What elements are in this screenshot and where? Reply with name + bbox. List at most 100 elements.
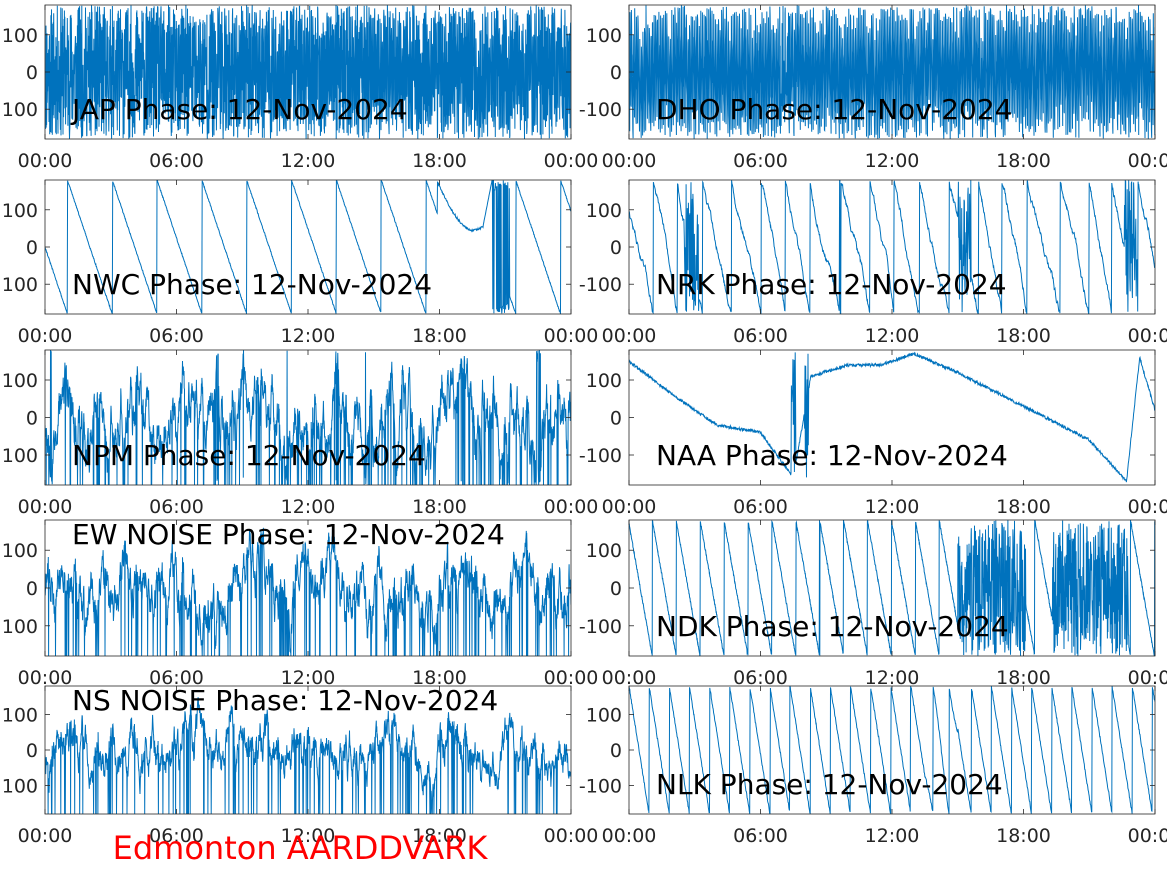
x-tick-label: 00:00 (544, 496, 599, 518)
y-tick-label: -100 (579, 99, 622, 121)
subplot-7: 100 0 100 00:00 06:00 12:00 18:00 00:00 EW NOISE… (2, 518, 599, 689)
x-tick-label: 00:00 (544, 325, 599, 347)
y-tick-label: -100 (579, 616, 622, 638)
y-tick-label: 100 (2, 25, 38, 47)
y-tick-label: 100 (2, 370, 38, 392)
phase-series-line (45, 526, 571, 656)
y-tick-label: 0 (610, 578, 622, 600)
x-tick-label: 06:00 (149, 496, 204, 518)
subplot-2: 100 0 -100 00:00 06:00 12:00 18:00 00:00 DHO Pha… (579, 4, 1167, 172)
y-tick-label: 0 (26, 237, 38, 259)
x-tick-label: 00:00 (1128, 150, 1167, 172)
y-tick-label: 100 (2, 445, 38, 467)
y-tick-label: 0 (610, 740, 622, 762)
x-tick-label: 18:00 (996, 325, 1051, 347)
x-tick-label: 00:00 (18, 496, 73, 518)
x-tick-label: 06:00 (733, 150, 788, 172)
x-tick-label: 00:00 (602, 496, 657, 518)
x-tick-label: 00:00 (1128, 325, 1167, 347)
x-tick-label: 12:00 (865, 667, 920, 689)
subplot-title: NLK Phase: 12-Nov-2024 (656, 768, 1003, 801)
x-tick-label: 00:00 (544, 667, 599, 689)
subplot-10: 100 0 -100 00:00 06:00 12:00 18:00 00:00 NLK Pha… (579, 685, 1167, 847)
y-tick-label: 100 (2, 540, 38, 562)
y-tick-label: 0 (610, 408, 622, 430)
x-tick-label: 00:00 (18, 150, 73, 172)
y-tick-label: -100 (579, 445, 622, 467)
y-tick-label: -100 (579, 776, 622, 798)
x-tick-label: 00:00 (18, 325, 73, 347)
x-tick-label: 12:00 (281, 496, 336, 518)
phase-series-line (45, 350, 571, 485)
y-tick-label: 100 (2, 274, 38, 296)
x-tick-label: 12:00 (281, 667, 336, 689)
phase-series-line (629, 686, 1155, 814)
subplot-title: EW NOISE Phase: 12-Nov-2024 (72, 518, 505, 551)
x-tick-label: 06:00 (733, 496, 788, 518)
x-tick-label: 00:00 (602, 667, 657, 689)
subplot-title: NWC Phase: 12-Nov-2024 (72, 268, 432, 301)
x-tick-label: 12:00 (865, 496, 920, 518)
x-tick-label: 18:00 (412, 496, 467, 518)
y-tick-label: -100 (579, 274, 622, 296)
x-tick-label: 00:00 (18, 667, 73, 689)
x-tick-label: 06:00 (733, 325, 788, 347)
subplot-4: 100 0 -100 00:00 06:00 12:00 18:00 00:00 NRK Pha… (579, 179, 1167, 347)
y-tick-label: 0 (26, 740, 38, 762)
y-tick-label: 0 (610, 62, 622, 84)
x-tick-label: 18:00 (412, 150, 467, 172)
subplot-1: 100 0 100 00:00 06:00 12:00 18:00 00:00 JAP Phas… (2, 4, 599, 172)
x-tick-label: 00:00 (1128, 496, 1167, 518)
y-tick-label: 0 (26, 62, 38, 84)
subplot-5: 100 0 100 00:00 06:00 12:00 18:00 00:00 NPM Phas… (2, 349, 599, 518)
y-tick-label: 100 (586, 704, 622, 726)
x-tick-label: 18:00 (412, 325, 467, 347)
phase-series-line (629, 351, 1155, 483)
subplot-9: 100 0 100 00:00 06:00 12:00 18:00 00:00 NS NOISE… (2, 684, 599, 847)
x-tick-label: 00:00 (544, 825, 599, 847)
phase-series-line (45, 5, 571, 139)
subplot-title: NAA Phase: 12-Nov-2024 (656, 439, 1008, 472)
y-tick-label: 0 (26, 408, 38, 430)
subplot-title: NS NOISE Phase: 12-Nov-2024 (72, 684, 498, 717)
subplot-title: NRK Phase: 12-Nov-2024 (656, 268, 1007, 301)
subplot-8: 100 0 -100 00:00 06:00 12:00 18:00 00:00 NDK Pha… (579, 519, 1167, 689)
x-tick-label: 06:00 (149, 325, 204, 347)
phase-series-line (629, 5, 1155, 139)
subplot-6: 100 0 -100 00:00 06:00 12:00 18:00 00:00 NAA Pha… (579, 349, 1167, 518)
x-tick-label: 00:00 (602, 325, 657, 347)
y-tick-label: 100 (586, 540, 622, 562)
x-tick-label: 12:00 (865, 150, 920, 172)
subplot-title: NPM Phase: 12-Nov-2024 (72, 439, 426, 472)
x-tick-label: 00:00 (18, 825, 73, 847)
x-tick-label: 06:00 (733, 667, 788, 689)
x-tick-label: 18:00 (996, 667, 1051, 689)
y-tick-label: 100 (2, 616, 38, 638)
phase-series-line (45, 696, 571, 814)
x-tick-label: 00:00 (544, 150, 599, 172)
y-tick-label: 100 (2, 200, 38, 222)
x-tick-label: 06:00 (149, 667, 204, 689)
x-tick-label: 18:00 (996, 825, 1051, 847)
y-tick-label: 100 (586, 200, 622, 222)
x-tick-label: 06:00 (149, 825, 204, 847)
subplot-3: 100 0 100 00:00 06:00 12:00 18:00 00:00 NWC Phas… (2, 179, 599, 347)
y-tick-label: 100 (2, 776, 38, 798)
x-tick-label: 00:00 (1128, 667, 1167, 689)
y-tick-label: 0 (26, 578, 38, 600)
x-tick-label: 06:00 (149, 150, 204, 172)
x-tick-label: 00:00 (602, 150, 657, 172)
x-tick-label: 18:00 (412, 825, 467, 847)
x-tick-label: 06:00 (733, 825, 788, 847)
x-tick-label: 00:00 (1128, 825, 1167, 847)
x-tick-label: 12:00 (281, 150, 336, 172)
x-tick-label: 12:00 (281, 825, 336, 847)
x-tick-label: 00:00 (602, 825, 657, 847)
x-tick-label: 12:00 (865, 325, 920, 347)
x-tick-label: 12:00 (865, 825, 920, 847)
x-tick-label: 12:00 (281, 325, 336, 347)
phase-series-line (629, 180, 1155, 314)
x-tick-label: 18:00 (996, 150, 1051, 172)
phase-series-line (45, 180, 571, 314)
